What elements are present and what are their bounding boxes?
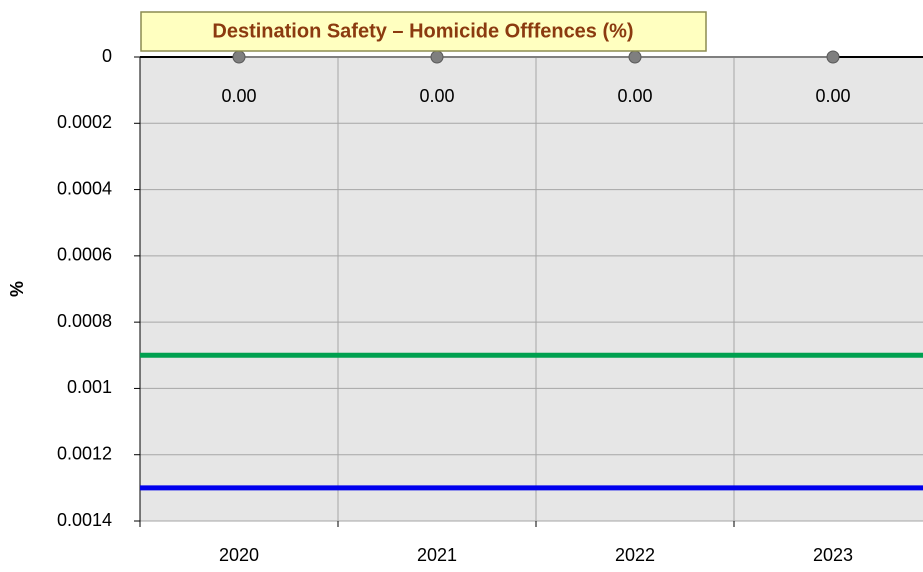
x-tick-label: 2023 [813, 545, 853, 565]
chart-title: Destination Safety – Homicide Offfences … [212, 20, 633, 42]
y-tick-label: 0.0006 [57, 245, 112, 265]
data-point [430, 50, 444, 64]
data-label: 0.00 [815, 86, 850, 106]
y-tick-label: 0.0008 [57, 311, 112, 331]
y-tick-label: 0.0002 [57, 112, 112, 132]
y-tick-label: 0.001 [67, 377, 112, 397]
x-tick-label: 2021 [417, 545, 457, 565]
title-box [140, 11, 707, 52]
y-tick-label: 0.0004 [57, 178, 112, 198]
x-tick-label: 2020 [219, 545, 259, 565]
y-tick-label: 0.0014 [57, 510, 112, 530]
data-point [232, 50, 246, 64]
data-label: 0.00 [221, 86, 256, 106]
data-point [826, 50, 840, 64]
plot-area [140, 57, 923, 521]
data-label: 0.00 [419, 86, 454, 106]
data-point [628, 50, 642, 64]
x-tick-label: 2022 [615, 545, 655, 565]
y-axis-label: % [7, 281, 27, 297]
y-tick-label: 0 [102, 46, 112, 66]
data-label: 0.00 [617, 86, 652, 106]
y-tick-label: 0.0012 [57, 443, 112, 463]
